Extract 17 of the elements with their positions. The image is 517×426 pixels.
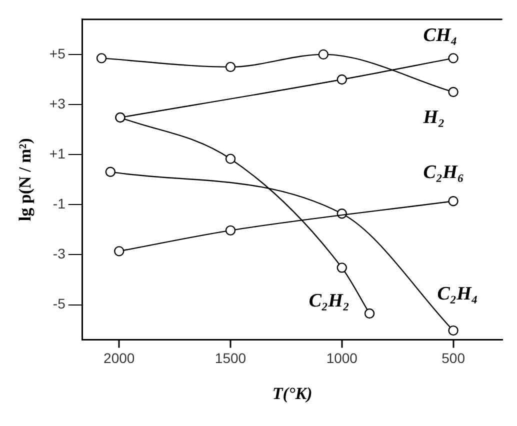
series-label: H₂ [422,106,445,128]
x-tick-label: 500 [442,350,466,366]
series-label: C₂H₂ [308,290,350,312]
y-axis-title: lg p(N / m²) [16,138,35,222]
y-tick-label: +5 [49,45,66,62]
y-tick-label: -1 [52,195,66,212]
series-label: C₂H₄ [437,283,478,304]
x-axis-title: T(°K) [272,384,312,404]
y-tick-label: +3 [49,95,66,112]
x-tick-label: 1500 [214,350,246,366]
y-tick-label: +1 [49,145,66,162]
series-label: C₂H₆ [423,162,464,184]
y-tick-label: -5 [52,296,66,312]
y-tick-label: -3 [52,246,66,262]
series-label: CH₄ [423,25,458,46]
x-tick-label: 2000 [104,350,135,366]
x-tick-label: 1000 [326,350,358,366]
